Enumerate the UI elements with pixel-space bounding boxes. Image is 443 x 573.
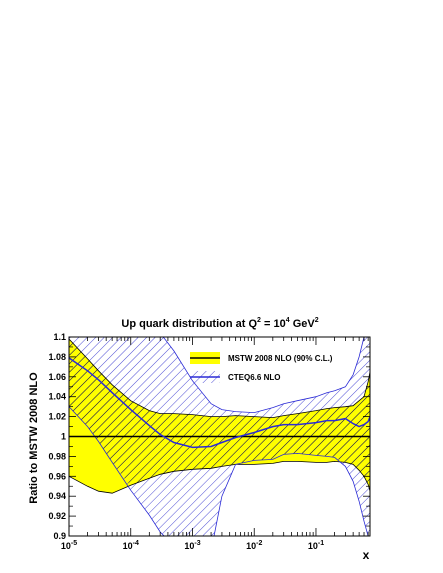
chart-title: Up quark distribution at Q2 = 104 GeV2	[121, 317, 318, 330]
legend-cteq-label: CTEQ6.6 NLO	[228, 373, 280, 382]
x-tick-label: 10-1	[308, 540, 324, 551]
x-tick-label: 10-4	[123, 540, 139, 551]
x-tick-label: 10-2	[246, 540, 262, 551]
y-tick-label: 0.98	[48, 451, 66, 461]
y-tick-label: 1.04	[48, 392, 66, 402]
title-sup-1: 2	[257, 317, 261, 324]
title-text-mid: = 10	[261, 318, 286, 330]
y-tick-label: 1.08	[48, 352, 66, 362]
overlap-hatch	[69, 339, 370, 492]
cteq-upper-edge	[162, 337, 365, 414]
x-tick-label: 10-5	[61, 540, 77, 551]
cteq-central-line	[69, 357, 370, 449]
y-tick-label: 1.06	[48, 372, 66, 382]
legend: MSTW 2008 NLO (90% C.L.) CTEQ6.6 NLO	[190, 352, 333, 383]
legend-mstw-label: MSTW 2008 NLO (90% C.L.)	[228, 354, 333, 363]
title-sup-2: 4	[286, 317, 290, 324]
title-text: Up quark distribution at Q	[121, 318, 257, 330]
y-axis-title: Ratio to MSTW 2008 NLO	[28, 372, 40, 504]
x-axis-title: x	[363, 548, 370, 562]
y-tick-label: 1	[61, 432, 66, 442]
y-tick-label: 1.1	[53, 332, 66, 342]
cteq-lower-edge	[69, 406, 369, 536]
y-tick-label: 1.02	[48, 412, 66, 422]
y-tick-label: 0.96	[48, 471, 66, 481]
mstw-upper-edge	[69, 338, 370, 419]
y-tick-label: 0.94	[48, 491, 66, 501]
title-sup-3: 2	[315, 317, 319, 324]
title-text-end: GeV	[290, 318, 316, 330]
x-tick-label: 10-3	[184, 540, 200, 551]
y-tick-label: 0.9	[53, 531, 66, 541]
y-tick-label: 0.92	[48, 511, 66, 521]
mstw-lower-edge	[69, 460, 370, 494]
